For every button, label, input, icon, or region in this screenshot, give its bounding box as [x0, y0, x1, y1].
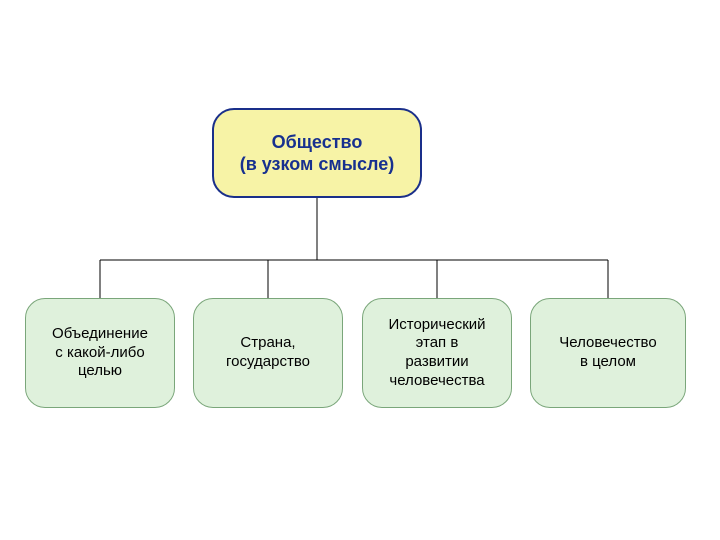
child-node-3: Человечество в целом [530, 298, 686, 408]
child-node-0: Объединение с какой-либо целью [25, 298, 175, 408]
diagram-canvas: Общество (в узком смысле) Объединение с … [0, 0, 720, 540]
connectors [0, 0, 720, 540]
root-node: Общество (в узком смысле) [212, 108, 422, 198]
child-node-1: Страна, государство [193, 298, 343, 408]
child-node-2: Исторический этап в развитии человечеств… [362, 298, 512, 408]
